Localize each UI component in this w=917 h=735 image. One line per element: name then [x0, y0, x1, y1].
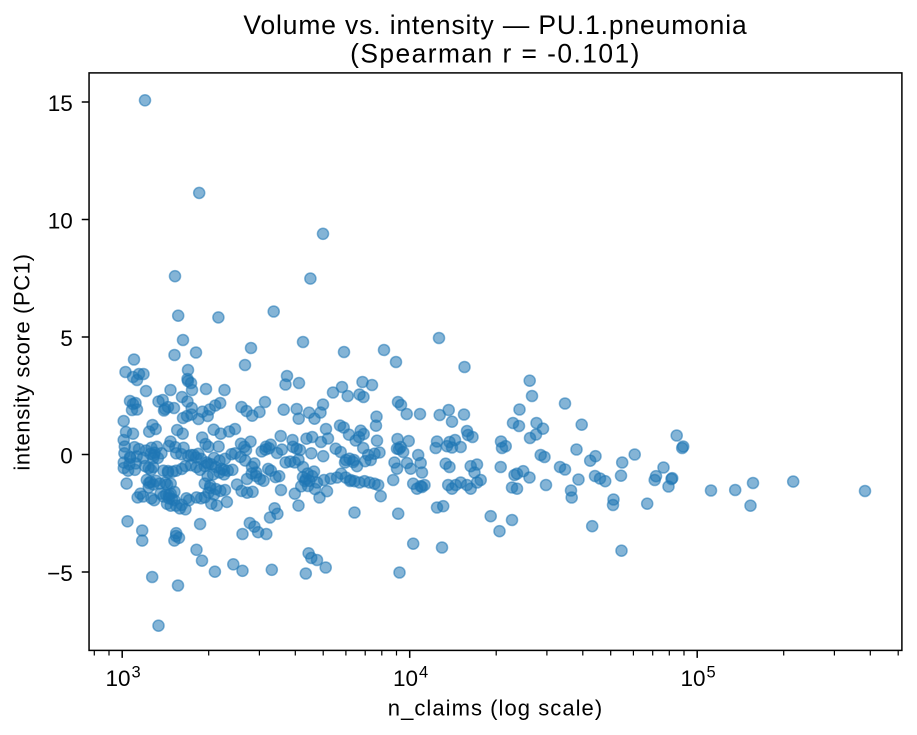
svg-text:−5: −5	[47, 561, 73, 586]
svg-text:4: 4	[419, 664, 428, 682]
svg-text:5: 5	[707, 664, 716, 682]
svg-text:10: 10	[106, 666, 131, 691]
svg-text:5: 5	[60, 326, 73, 351]
svg-text:intensity score (PC1): intensity score (PC1)	[10, 253, 35, 470]
svg-text:10: 10	[48, 208, 73, 233]
svg-text:(Spearman r = -0.101): (Spearman r = -0.101)	[350, 39, 641, 69]
svg-text:10: 10	[393, 666, 418, 691]
svg-text:15: 15	[48, 91, 73, 116]
svg-text:10: 10	[681, 666, 706, 691]
svg-text:n_claims (log scale): n_claims (log scale)	[388, 696, 603, 721]
svg-text:0: 0	[60, 443, 73, 468]
svg-text:Volume vs. intensity — PU.1.pn: Volume vs. intensity — PU.1.pneumonia	[243, 10, 747, 40]
svg-text:3: 3	[132, 664, 141, 682]
